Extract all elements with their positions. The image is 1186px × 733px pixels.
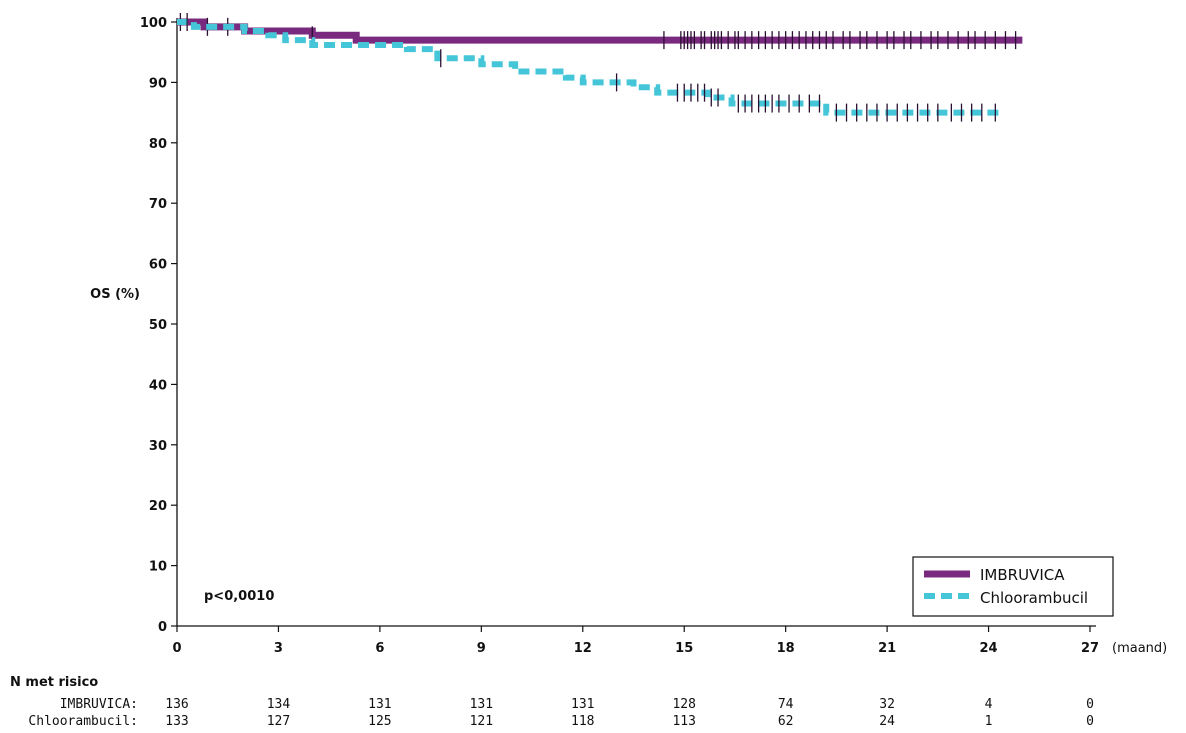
at-risk-value: 136 [165,697,188,712]
legend-label-imbruvica: IMBRUVICA [980,566,1065,584]
at-risk-value: 134 [267,697,291,712]
at-risk-value: 128 [672,697,695,712]
at-risk-table: N met risico IMBRUVICA: Chloorambucil: 1… [10,675,1094,729]
y-tick-label: 0 [158,620,167,635]
series-line-imbruvica [177,18,1023,44]
at-risk-value: 74 [778,697,794,712]
at-risk-value: 0 [1086,714,1094,729]
y-tick-label: 10 [149,560,167,575]
x-tick-label: 6 [375,641,384,656]
at-risk-value: 1 [985,714,993,729]
at-risk-value: 127 [267,714,290,729]
legend-box [912,556,1114,617]
x-tick-label: 3 [274,641,283,656]
x-tick-label: 24 [980,641,998,656]
at-risk-value: 121 [470,714,493,729]
x-tick-label: 18 [777,641,795,656]
x-tick-label: 15 [675,641,693,656]
p-value-annotation: p<0,0010 [204,589,274,604]
y-tick-label: 80 [149,137,167,152]
x-tick-label: 9 [477,641,486,656]
y-axis-label: OS (%) [90,287,140,302]
x-tick-label: 27 [1081,641,1099,656]
x-tick-label: 0 [172,641,181,656]
at-risk-value: 62 [778,714,794,729]
y-tick-label: 50 [149,318,167,333]
x-axis-label: (maand) [1112,641,1167,656]
at-risk-value: 125 [368,714,391,729]
at-risk-value: 133 [165,714,188,729]
at-risk-row-label-chloorambucil: Chloorambucil: [28,714,138,729]
series-line-chloorambucil [177,19,999,116]
at-risk-row-label-imbruvica: IMBRUVICA: [60,697,138,712]
y-tick-label: 60 [149,258,167,273]
axes: 0 10 20 30 40 50 60 70 80 90 100 0 3 6 9 12 15 18 21 24 27 [140,16,1099,656]
x-tick-label: 12 [574,641,592,656]
y-tick-label: 90 [149,76,167,91]
x-tick-label: 21 [878,641,896,656]
at-risk-value: 118 [571,714,594,729]
at-risk-value: 32 [879,697,895,712]
at-risk-value: 0 [1086,697,1094,712]
at-risk-value: 113 [672,714,695,729]
at-risk-value: 131 [368,697,391,712]
at-risk-value: 131 [470,697,493,712]
legend-label-chloorambucil: Chloorambucil [980,589,1088,607]
y-tick-label: 30 [149,439,167,454]
y-tick-label: 20 [149,499,167,514]
y-tick-label: 40 [149,378,167,393]
y-tick-label: 70 [149,197,167,212]
labels-layer: OS (%) (maand) p<0,0010 [90,287,1167,656]
at-risk-value: 4 [985,697,993,712]
at-risk-value: 24 [879,714,895,729]
at-risk-value: 131 [571,697,594,712]
y-tick-label: 100 [140,16,167,31]
series-layer [177,13,1023,122]
at-risk-header: N met risico [10,675,98,690]
legend: IMBRUVICA Chloorambucil [912,556,1114,617]
